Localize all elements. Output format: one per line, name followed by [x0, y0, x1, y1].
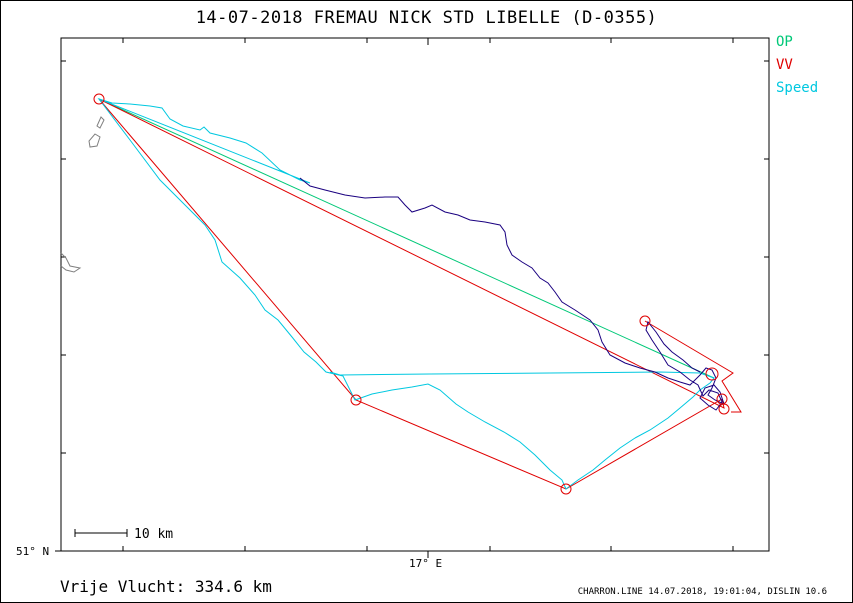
lon-tick-label: 17° E: [409, 557, 442, 570]
legend-op: OP: [776, 34, 793, 50]
vv-task-route: [98, 98, 725, 490]
chart-title: 14-07-2018 FREMAU NICK STD LIBELLE (D-03…: [195, 8, 658, 28]
axis-ticks: [55, 38, 769, 558]
turnpoint-finish: [718, 403, 730, 415]
lat-tick-label: 51° N: [16, 545, 49, 558]
flight-track: [299, 177, 725, 411]
map-outline: [60, 116, 105, 273]
turnpoint-3: [639, 315, 651, 327]
footer-info: CHARRON.LINE 14.07.2018, 19:01:04, DISLI…: [577, 587, 827, 597]
legend-vv: VV: [776, 57, 793, 73]
free-flight-distance: Vrije Vlucht: 334.6 km: [60, 577, 272, 596]
turnpoint-start: [93, 93, 105, 105]
scale-bar-label: 10 km: [134, 527, 173, 542]
op-route: [98, 98, 715, 379]
turnpoint-2: [560, 483, 572, 495]
vv-secondary-route: [644, 320, 742, 413]
scale-bar: [74, 529, 128, 537]
speed-track: [97, 97, 715, 490]
turnpoint-5: [705, 367, 719, 381]
legend-speed: Speed: [776, 80, 819, 96]
turnpoints: [93, 93, 730, 495]
turnpoint-1: [350, 394, 362, 406]
plot-area: [60, 37, 770, 552]
